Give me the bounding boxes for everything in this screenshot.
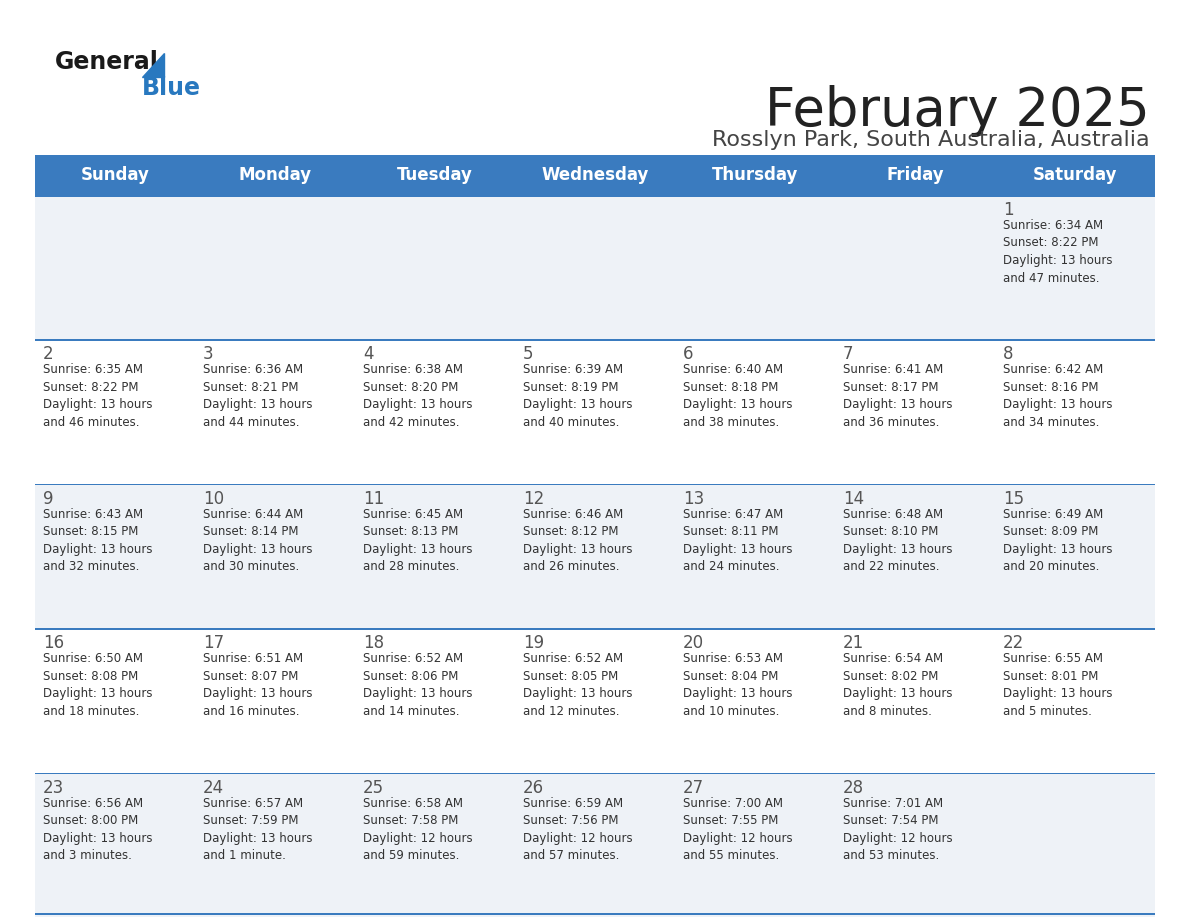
Text: Sunrise: 6:56 AM
Sunset: 8:00 PM
Daylight: 13 hours
and 3 minutes.: Sunrise: 6:56 AM Sunset: 8:00 PM Dayligh…: [43, 797, 152, 862]
Text: 7: 7: [843, 345, 853, 364]
Text: 3: 3: [203, 345, 214, 364]
Bar: [34, 913, 1155, 915]
Text: Monday: Monday: [239, 166, 311, 184]
Text: February 2025: February 2025: [765, 85, 1150, 137]
Text: 28: 28: [843, 778, 864, 797]
Text: 17: 17: [203, 634, 225, 652]
Bar: [34, 628, 1155, 773]
Text: Sunrise: 6:57 AM
Sunset: 7:59 PM
Daylight: 13 hours
and 1 minute.: Sunrise: 6:57 AM Sunset: 7:59 PM Dayligh…: [203, 797, 312, 862]
Text: 26: 26: [523, 778, 544, 797]
Bar: [34, 773, 1155, 774]
Text: Sunrise: 6:58 AM
Sunset: 7:58 PM
Daylight: 12 hours
and 59 minutes.: Sunrise: 6:58 AM Sunset: 7:58 PM Dayligh…: [364, 797, 473, 862]
Text: Saturday: Saturday: [1032, 166, 1117, 184]
Text: 21: 21: [843, 634, 864, 652]
Text: Blue: Blue: [143, 76, 201, 100]
Text: Sunrise: 6:43 AM
Sunset: 8:15 PM
Daylight: 13 hours
and 32 minutes.: Sunrise: 6:43 AM Sunset: 8:15 PM Dayligh…: [43, 508, 152, 574]
Text: Wednesday: Wednesday: [542, 166, 649, 184]
Text: Sunrise: 6:51 AM
Sunset: 8:07 PM
Daylight: 13 hours
and 16 minutes.: Sunrise: 6:51 AM Sunset: 8:07 PM Dayligh…: [203, 652, 312, 718]
Text: 24: 24: [203, 778, 225, 797]
Text: 23: 23: [43, 778, 64, 797]
Bar: [34, 628, 1155, 630]
Text: Sunrise: 6:38 AM
Sunset: 8:20 PM
Daylight: 13 hours
and 42 minutes.: Sunrise: 6:38 AM Sunset: 8:20 PM Dayligh…: [364, 364, 473, 429]
Text: 15: 15: [1003, 490, 1024, 508]
Text: Sunrise: 6:41 AM
Sunset: 8:17 PM
Daylight: 13 hours
and 36 minutes.: Sunrise: 6:41 AM Sunset: 8:17 PM Dayligh…: [843, 364, 953, 429]
Bar: [34, 195, 1155, 340]
Text: Friday: Friday: [886, 166, 943, 184]
Bar: [34, 484, 1155, 486]
Text: Sunrise: 6:35 AM
Sunset: 8:22 PM
Daylight: 13 hours
and 46 minutes.: Sunrise: 6:35 AM Sunset: 8:22 PM Dayligh…: [43, 364, 152, 429]
Polygon shape: [143, 53, 164, 77]
Text: Tuesday: Tuesday: [397, 166, 473, 184]
Text: 20: 20: [683, 634, 704, 652]
Text: Sunrise: 6:53 AM
Sunset: 8:04 PM
Daylight: 13 hours
and 10 minutes.: Sunrise: 6:53 AM Sunset: 8:04 PM Dayligh…: [683, 652, 792, 718]
Text: 13: 13: [683, 490, 704, 508]
Text: Sunrise: 6:54 AM
Sunset: 8:02 PM
Daylight: 13 hours
and 8 minutes.: Sunrise: 6:54 AM Sunset: 8:02 PM Dayligh…: [843, 652, 953, 718]
Text: Sunrise: 6:42 AM
Sunset: 8:16 PM
Daylight: 13 hours
and 34 minutes.: Sunrise: 6:42 AM Sunset: 8:16 PM Dayligh…: [1003, 364, 1112, 429]
Text: 22: 22: [1003, 634, 1024, 652]
Text: Sunrise: 6:39 AM
Sunset: 8:19 PM
Daylight: 13 hours
and 40 minutes.: Sunrise: 6:39 AM Sunset: 8:19 PM Dayligh…: [523, 364, 632, 429]
Text: Sunrise: 6:50 AM
Sunset: 8:08 PM
Daylight: 13 hours
and 18 minutes.: Sunrise: 6:50 AM Sunset: 8:08 PM Dayligh…: [43, 652, 152, 718]
Text: Sunrise: 6:59 AM
Sunset: 7:56 PM
Daylight: 12 hours
and 57 minutes.: Sunrise: 6:59 AM Sunset: 7:56 PM Dayligh…: [523, 797, 633, 862]
Bar: [34, 157, 1155, 195]
Text: General: General: [55, 50, 159, 74]
Bar: [34, 484, 1155, 628]
Text: Sunrise: 6:36 AM
Sunset: 8:21 PM
Daylight: 13 hours
and 44 minutes.: Sunrise: 6:36 AM Sunset: 8:21 PM Dayligh…: [203, 364, 312, 429]
Text: Sunrise: 6:45 AM
Sunset: 8:13 PM
Daylight: 13 hours
and 28 minutes.: Sunrise: 6:45 AM Sunset: 8:13 PM Dayligh…: [364, 508, 473, 574]
Bar: [34, 773, 1155, 917]
Text: 9: 9: [43, 490, 53, 508]
Text: 1: 1: [1003, 201, 1013, 219]
Text: 12: 12: [523, 490, 544, 508]
Text: Rosslyn Park, South Australia, Australia: Rosslyn Park, South Australia, Australia: [713, 130, 1150, 150]
Bar: [34, 340, 1155, 341]
Bar: [34, 195, 1155, 196]
Text: Sunrise: 6:47 AM
Sunset: 8:11 PM
Daylight: 13 hours
and 24 minutes.: Sunrise: 6:47 AM Sunset: 8:11 PM Dayligh…: [683, 508, 792, 574]
Text: Sunrise: 6:46 AM
Sunset: 8:12 PM
Daylight: 13 hours
and 26 minutes.: Sunrise: 6:46 AM Sunset: 8:12 PM Dayligh…: [523, 508, 632, 574]
Text: Thursday: Thursday: [712, 166, 798, 184]
Text: Sunrise: 6:34 AM
Sunset: 8:22 PM
Daylight: 13 hours
and 47 minutes.: Sunrise: 6:34 AM Sunset: 8:22 PM Dayligh…: [1003, 219, 1112, 285]
Text: 16: 16: [43, 634, 64, 652]
Text: 5: 5: [523, 345, 533, 364]
Text: 4: 4: [364, 345, 373, 364]
Text: Sunrise: 6:44 AM
Sunset: 8:14 PM
Daylight: 13 hours
and 30 minutes.: Sunrise: 6:44 AM Sunset: 8:14 PM Dayligh…: [203, 508, 312, 574]
Text: 18: 18: [364, 634, 384, 652]
Text: 6: 6: [683, 345, 694, 364]
Text: 2: 2: [43, 345, 53, 364]
Bar: [34, 340, 1155, 484]
Text: 8: 8: [1003, 345, 1013, 364]
Text: 27: 27: [683, 778, 704, 797]
Text: Sunrise: 7:01 AM
Sunset: 7:54 PM
Daylight: 12 hours
and 53 minutes.: Sunrise: 7:01 AM Sunset: 7:54 PM Dayligh…: [843, 797, 953, 862]
Text: Sunrise: 6:55 AM
Sunset: 8:01 PM
Daylight: 13 hours
and 5 minutes.: Sunrise: 6:55 AM Sunset: 8:01 PM Dayligh…: [1003, 652, 1112, 718]
Text: 25: 25: [364, 778, 384, 797]
Text: 14: 14: [843, 490, 864, 508]
Text: Sunrise: 6:49 AM
Sunset: 8:09 PM
Daylight: 13 hours
and 20 minutes.: Sunrise: 6:49 AM Sunset: 8:09 PM Dayligh…: [1003, 508, 1112, 574]
Bar: [34, 155, 1155, 157]
Text: Sunrise: 6:48 AM
Sunset: 8:10 PM
Daylight: 13 hours
and 22 minutes.: Sunrise: 6:48 AM Sunset: 8:10 PM Dayligh…: [843, 508, 953, 574]
Text: Sunrise: 6:40 AM
Sunset: 8:18 PM
Daylight: 13 hours
and 38 minutes.: Sunrise: 6:40 AM Sunset: 8:18 PM Dayligh…: [683, 364, 792, 429]
Text: 10: 10: [203, 490, 225, 508]
Text: Sunday: Sunday: [81, 166, 150, 184]
Text: 11: 11: [364, 490, 384, 508]
Text: Sunrise: 6:52 AM
Sunset: 8:05 PM
Daylight: 13 hours
and 12 minutes.: Sunrise: 6:52 AM Sunset: 8:05 PM Dayligh…: [523, 652, 632, 718]
Text: 19: 19: [523, 634, 544, 652]
Text: Sunrise: 7:00 AM
Sunset: 7:55 PM
Daylight: 12 hours
and 55 minutes.: Sunrise: 7:00 AM Sunset: 7:55 PM Dayligh…: [683, 797, 792, 862]
Text: Sunrise: 6:52 AM
Sunset: 8:06 PM
Daylight: 13 hours
and 14 minutes.: Sunrise: 6:52 AM Sunset: 8:06 PM Dayligh…: [364, 652, 473, 718]
